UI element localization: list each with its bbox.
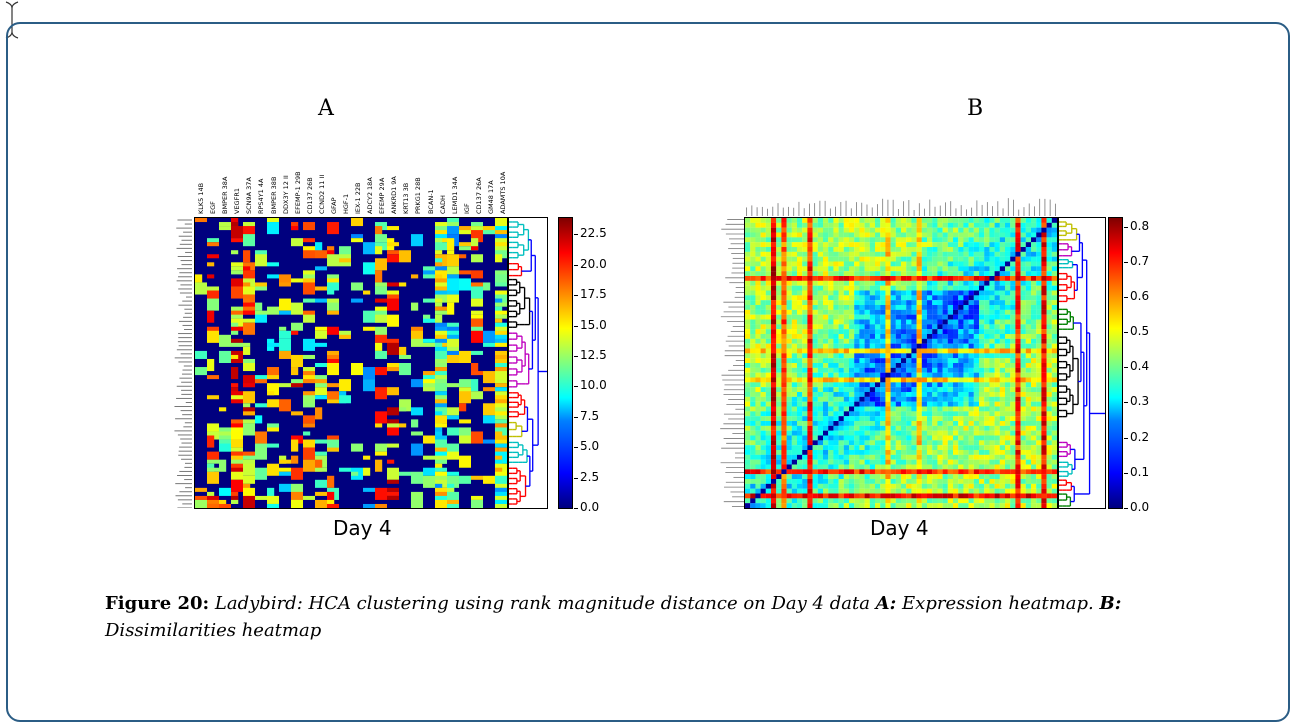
colorbar-tick-label: 20.0 — [574, 256, 607, 271]
panel-a-column-label: ADAMTS 10A — [498, 171, 507, 214]
panel-a-column-label: GFAP — [329, 197, 338, 214]
panel-a-column-label: CD137 26A — [474, 177, 483, 214]
panel-a-column-label: RPS4Y1 4A — [257, 178, 266, 214]
panel-a-column-label: ANKRD1 9A — [390, 176, 399, 214]
panel-a-expression-heatmap — [194, 217, 508, 509]
panel-a-column-label: EFEMP-1 29B — [293, 171, 302, 214]
colorbar-tick-label: 0.2 — [1123, 429, 1150, 444]
panel-a-column-label: IGF — [462, 203, 471, 214]
panel-a-column-label: CADH — [438, 195, 447, 214]
colorbar-tick-label: 0.0 — [1123, 500, 1150, 514]
caption-number: Figure 20: — [105, 593, 210, 614]
panel-a-column-label: DDX3Y 12 II — [281, 175, 290, 214]
colorbar-tick-label: 10.0 — [574, 378, 607, 393]
panel-a-column-label: LEMD1 34A — [450, 176, 459, 214]
colorbar-tick-label: 15.0 — [574, 317, 607, 332]
panel-a-column-label: KRT13 3B — [402, 182, 411, 214]
colorbar-tick-label: 2.5 — [573, 469, 600, 484]
caption-a-label: A: — [875, 593, 897, 614]
colorbar-tick-label: 0.4 — [1123, 359, 1150, 374]
colorbar-tick-label: 12.5 — [574, 347, 607, 362]
panel-a-column-label: BCAN-1 — [426, 189, 435, 214]
panel-b-dendrogram — [1058, 217, 1106, 509]
caption-text: Ladybird: HCA clustering using rank magn… — [214, 593, 870, 614]
panel-b-dissimilarity-heatmap — [744, 217, 1058, 509]
panel-b-xlabel: Day 4 — [870, 516, 929, 540]
panel-b-label: B — [967, 96, 984, 121]
panel-b-row-labels — [720, 219, 744, 507]
panel-a-column-label: VEGFR1 — [233, 188, 242, 214]
panel-a-column-label: BMPER 38A — [221, 176, 230, 214]
colorbar-tick-label: 0.0 — [573, 500, 600, 514]
panel-a-column-label: HGF-1 — [341, 193, 350, 214]
panel-a-xlabel: Day 4 — [333, 516, 392, 540]
panel-a-column-label: ADCY2 18A — [366, 177, 375, 214]
colorbar-tick-label: 22.5 — [574, 226, 607, 241]
panel-a-column-label: PRKG1 28B — [414, 177, 423, 214]
panel-a-column-label: BMPER 38B — [269, 176, 278, 214]
panel-a-label: A — [318, 96, 334, 121]
colorbar-tick-label: 0.6 — [1123, 288, 1150, 303]
panel-a-column-label: CD137 26B — [305, 177, 314, 214]
colorbar-tick-label: 7.5 — [573, 408, 600, 423]
caption-b-text: Dissimilarities heatmap — [105, 620, 322, 641]
colorbar-tick-label: 5.0 — [573, 439, 600, 454]
panel-a-colorbar — [558, 217, 573, 509]
panel-a-dendrogram — [508, 217, 548, 509]
panel-a-column-label: EFEMP 29A — [378, 177, 387, 214]
colorbar-tick-label: 0.1 — [1123, 464, 1150, 479]
panel-a-column-label: EGF — [209, 201, 218, 214]
figure-caption: Figure 20: Ladybird: HCA clustering usin… — [105, 590, 1215, 644]
colorbar-tick-label: 0.5 — [1123, 324, 1150, 339]
caption-a-text: Expression heatmap. — [902, 593, 1094, 614]
panel-a-column-label: IEX-1 22B — [354, 182, 363, 214]
panel-b-colorbar — [1108, 217, 1123, 509]
caption-b-label: B: — [1099, 593, 1122, 614]
panel-a-column-label: KLK5 14B — [197, 182, 206, 214]
panel-b-column-labels — [746, 198, 1056, 216]
colorbar-tick-label: 0.7 — [1123, 253, 1150, 268]
colorbar-tick-label: 0.3 — [1123, 394, 1150, 409]
colorbar-tick-label: 17.5 — [574, 287, 607, 302]
panel-a-row-labels — [174, 218, 192, 509]
colorbar-tick-label: 0.8 — [1123, 218, 1150, 233]
panel-a-column-label: SCN9A 37A — [245, 177, 254, 214]
panel-a-column-label: GM48 17A — [486, 180, 495, 214]
panel-a-column-label: CCND2 11 II — [317, 174, 326, 214]
